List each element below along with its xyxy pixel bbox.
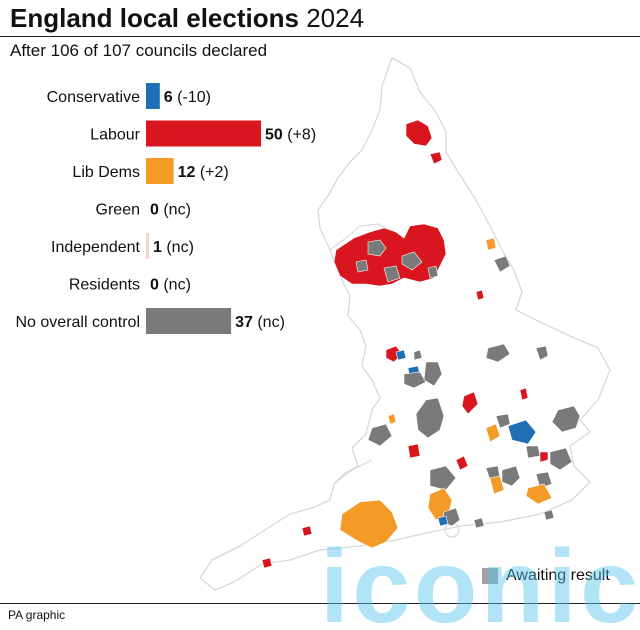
- council-noc: [551, 405, 581, 433]
- council-noc: [535, 345, 549, 361]
- council-labour: [475, 289, 485, 301]
- bar: [146, 120, 261, 147]
- council-libdem: [387, 413, 397, 425]
- council-labour: [455, 455, 469, 471]
- council-noc: [367, 239, 387, 257]
- council-libdem: [525, 483, 553, 505]
- council-libdem: [339, 499, 399, 549]
- council-noc: [485, 343, 511, 363]
- footer-divider: [0, 603, 640, 604]
- council-labour: [429, 151, 443, 165]
- council-labour: [261, 557, 273, 569]
- council-noc: [423, 361, 443, 387]
- council-noc: [367, 423, 393, 447]
- council-conservative: [437, 515, 449, 527]
- bar: [146, 233, 149, 259]
- source-credit: PA graphic: [8, 608, 66, 622]
- council-noc: [429, 465, 457, 491]
- council-labour: [405, 119, 433, 147]
- value-label: 1 (nc): [153, 239, 194, 256]
- bar: [146, 83, 160, 109]
- council-noc: [501, 465, 521, 487]
- category-label: Conservative: [47, 89, 140, 106]
- bar: [146, 308, 232, 334]
- council-shapes: [261, 119, 581, 569]
- council-labour: [461, 391, 479, 415]
- council-labour: [519, 387, 529, 401]
- chart-subtitle: After 106 of 107 councils declared: [10, 41, 268, 60]
- value-label: 0 (nc): [150, 277, 191, 294]
- awaiting-result-swatch: [482, 568, 498, 584]
- council-labour: [407, 443, 421, 459]
- severn-estuary: [333, 459, 373, 485]
- council-noc: [549, 447, 573, 471]
- chart-title: England local elections 2024: [10, 2, 364, 34]
- chart-title-main: England local elections: [10, 3, 299, 33]
- council-libdem: [485, 237, 497, 251]
- category-label: Lib Dems: [72, 164, 140, 181]
- category-label: Independent: [51, 239, 141, 256]
- title-divider: [0, 36, 640, 37]
- value-label: 37 (nc): [235, 314, 285, 331]
- category-label: No overall control: [16, 314, 141, 331]
- council-conservative: [507, 419, 537, 445]
- value-label: 50 (+8): [265, 127, 316, 144]
- council-noc: [473, 517, 485, 529]
- value-label: 6 (-10): [164, 89, 211, 106]
- chart-title-year: 2024: [306, 3, 365, 33]
- council-noc: [495, 413, 511, 429]
- council-noc: [415, 397, 445, 439]
- council-noc: [535, 471, 553, 489]
- council-conservative: [395, 349, 407, 361]
- category-label: Labour: [90, 127, 140, 144]
- council-noc: [383, 265, 401, 283]
- awaiting-result-label: Awaiting result: [506, 567, 610, 584]
- council-libdem: [489, 475, 505, 495]
- council-noc: [543, 509, 555, 521]
- value-label: 12 (+2): [178, 164, 229, 181]
- category-label: Green: [96, 202, 140, 219]
- council-noc: [493, 255, 511, 273]
- council-noc: [427, 265, 439, 279]
- council-noc: [401, 251, 423, 271]
- bar: [146, 158, 174, 184]
- council-noc: [403, 371, 427, 389]
- council-labour: [301, 525, 313, 537]
- category-label: Residents: [69, 277, 140, 294]
- council-noc: [355, 259, 369, 273]
- value-label: 0 (nc): [150, 202, 191, 219]
- irish-sea-coast: [329, 223, 391, 251]
- council-labour: [539, 451, 549, 463]
- council-libdem: [485, 423, 501, 443]
- council-noc: [413, 349, 423, 361]
